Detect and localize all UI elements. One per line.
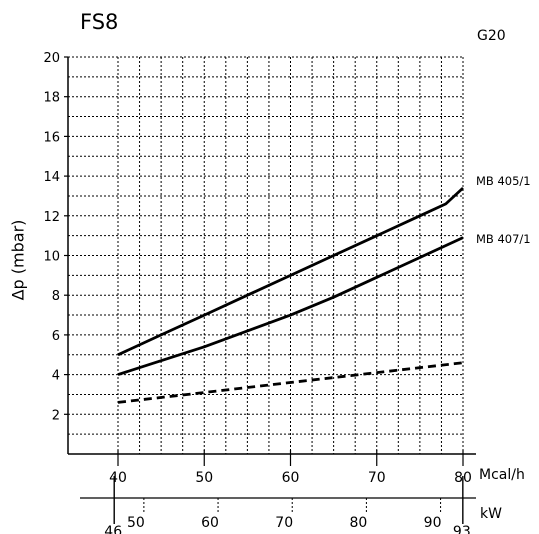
y-tick-label: 6 — [52, 329, 60, 344]
x-axis-unit-mcal: Mcal/h — [479, 467, 525, 483]
series-label-mb-405-1: MB 405/1 — [476, 174, 531, 188]
x-axis-unit-kw: kW — [480, 506, 502, 522]
x-tick-label: 70 — [368, 470, 386, 486]
y-tick-label: 2 — [52, 408, 60, 423]
series-label-mb-407-1: MB 407/1 — [476, 232, 531, 246]
x-tick-label: 40 — [109, 470, 127, 486]
y-tick-label: 12 — [43, 210, 60, 225]
kw-tick-label: 70 — [275, 515, 293, 531]
x-tick-label: 80 — [454, 470, 472, 486]
y-tick-label: 4 — [52, 369, 60, 384]
series-line-mb-405-1 — [117, 186, 464, 357]
y-tick-label: 16 — [43, 130, 60, 145]
x-tick-label: 50 — [195, 470, 213, 486]
kw-tick-label: 80 — [349, 515, 367, 531]
series-line-mb-407-1 — [117, 236, 464, 376]
y-tick-label: 10 — [43, 250, 60, 265]
series-lines — [117, 186, 464, 404]
kw-tick-label: 50 — [127, 515, 145, 531]
axes — [64, 56, 476, 524]
y-tick-label: 18 — [43, 91, 60, 106]
y-tick-label: 20 — [43, 51, 60, 66]
gas-type-label: G20 — [477, 28, 506, 44]
grid — [68, 56, 464, 454]
kw-tick-label: 90 — [424, 515, 442, 531]
y-tick-label: 14 — [43, 170, 60, 185]
chart-title: FS8 — [80, 10, 119, 34]
kw-tick-label: 93 — [453, 524, 471, 534]
y-tick-label: 8 — [52, 289, 60, 304]
kw-tick-label: 60 — [201, 515, 219, 531]
x-tick-label: 60 — [282, 470, 300, 486]
kw-tick-label: 46 — [104, 524, 122, 534]
y-axis-label: Δp (mbar) — [8, 219, 28, 301]
series-line-dashed — [117, 361, 464, 404]
